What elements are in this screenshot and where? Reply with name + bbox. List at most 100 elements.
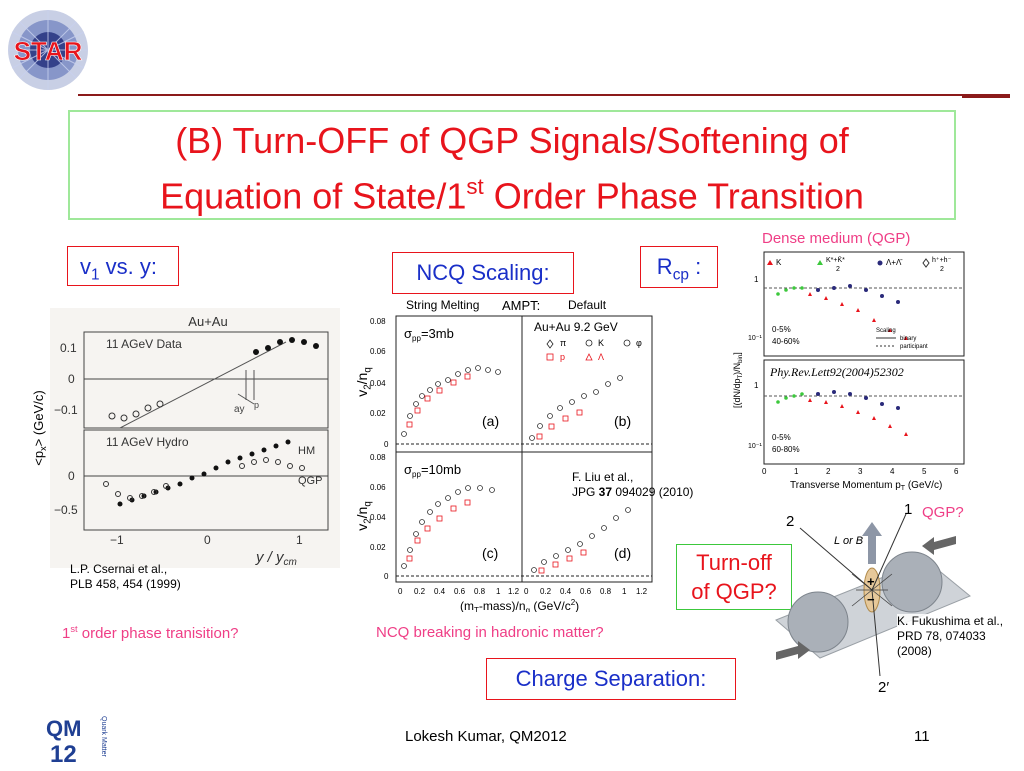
rcp-legend: K K*+K̄* 2 Λ+Λ̄ h⁺+h⁻ 2	[767, 256, 952, 273]
v1-annotation-2: p	[254, 400, 259, 410]
rcp-cent-bot-1: 0-5%	[772, 433, 791, 442]
cme-plus: +	[867, 574, 875, 589]
ncq-ytick-b4: 0	[384, 572, 389, 581]
rcp-xtick-3: 3	[858, 467, 863, 476]
ncq-ytick-b2: 0.04	[370, 513, 386, 522]
ncq-panel-d	[521, 451, 653, 583]
ncq-section-label: NCQ Scaling:	[392, 252, 574, 294]
v1-bottom-frame	[83, 429, 329, 531]
v1-top-title: Au+Au	[188, 314, 227, 329]
v1-ytick-top-1: 0	[68, 372, 75, 386]
footer-author: Lokesh Kumar, QM2012	[405, 728, 567, 745]
rcp-cent-top-1: 0-5%	[772, 325, 791, 334]
rcp-ytick-top-0: 1	[754, 275, 759, 284]
ncq-ytick-1: 0.06	[370, 347, 386, 356]
cme-reference: K. Fukushima et al., PRD 78, 074033 (200…	[897, 614, 1004, 659]
rcp-journal: Phy.Rev.Lett92(2004)52302	[769, 365, 904, 379]
v1-hydro-qgp	[103, 457, 305, 501]
v1-top-frame	[83, 331, 329, 429]
ncq-xtick-r3: 0.6	[580, 587, 592, 596]
rcp-scaling: Scaling	[876, 328, 896, 334]
rcp-cent-bot-2: 60-80%	[772, 445, 800, 454]
ncq-ytick-b3: 0.02	[370, 543, 386, 552]
rcp-xtick-1: 1	[794, 467, 799, 476]
ncq-xtick-r0: 0	[524, 587, 529, 596]
ncq-xtick-r5: 1	[622, 587, 627, 596]
ncq-panel-b	[521, 315, 653, 453]
ncq-panel-b-label: (b)	[614, 413, 631, 429]
v1-hydro-hm	[117, 439, 291, 507]
header-accent-line	[78, 94, 1010, 96]
cme-field-arrow	[862, 522, 882, 564]
v1-xtick-0: −1	[110, 533, 124, 547]
ncq-ytick-b1: 0.06	[370, 483, 386, 492]
ncq-legend-phi: φ	[636, 338, 642, 348]
rcp-xtick-0: 0	[762, 467, 767, 476]
turn-off-qgp-box: Turn-off of QGP?	[676, 544, 792, 610]
ncq-xtick-2: 0.4	[434, 587, 446, 596]
rcp-ytick-bottom-1: 10⁻¹	[748, 443, 762, 450]
ncq-xtick-r1: 0.2	[540, 587, 552, 596]
ncq-ytick-4: 0	[384, 440, 389, 449]
rcp-section-label: Rcp :	[640, 246, 718, 288]
ncq-header-right: Default	[568, 298, 607, 312]
ncq-legend-p: p	[560, 352, 565, 362]
cme-axis-1: 1	[904, 501, 912, 518]
rcp-scaling-binary: binary	[900, 336, 916, 342]
rcp-ylabel: [(dN/dpT)/Nbin]	[732, 352, 744, 408]
qm2012-logo: QM 12 Quark Matter	[40, 712, 110, 768]
ncq-sigma-b: σpp=10mb	[404, 462, 461, 479]
v1-plot: Au+Au 11 AGeV Data 11 AGeV Hydro 0.1 0 −…	[50, 308, 340, 568]
v1-qgp-label: QGP	[298, 475, 322, 487]
rcp-plot: [(dN/dpT)/Nbin] K K*+K̄* 2 Λ+Λ̄ h⁺+h⁻ 2 …	[732, 251, 965, 492]
charge-separation-label: Charge Separation:	[486, 658, 736, 700]
v1-data-open	[108, 400, 164, 422]
title-line-2: Equation of State/1st Order Phase Transi…	[160, 174, 864, 217]
cme-field-label: L or B	[834, 535, 863, 547]
v1-ytick-top-0: 0.1	[60, 341, 77, 355]
rcp-top-label: Dense medium (QGP)	[762, 230, 911, 247]
v1-top-label: 11 AGeV Data	[106, 337, 182, 351]
v1-xlabel: y / ycm	[255, 549, 297, 568]
ncq-ytick-0: 0.08	[370, 317, 386, 326]
v1-annotation: ay	[234, 404, 245, 415]
ncq-caption: NCQ breaking in hadronic matter?	[376, 624, 604, 641]
rcp-legend-0: K	[776, 258, 782, 267]
ncq-xtick-r2: 0.4	[560, 587, 572, 596]
rcp-bottom-frame	[763, 359, 965, 465]
star-logo: STAR	[2, 2, 98, 98]
ncq-ytick-b0: 0.08	[370, 453, 386, 462]
ncq-legend-k: K	[598, 338, 604, 348]
qm-logo-side: Quark Matter	[100, 716, 107, 758]
ncq-xtick-1: 0.2	[414, 587, 426, 596]
ncq-ytick-2: 0.04	[370, 379, 386, 388]
cme-nucleus-left	[787, 591, 849, 653]
v1-xtick-1: 0	[204, 533, 211, 547]
rcp-top-frame	[763, 251, 965, 357]
cme-nucleus-right	[881, 551, 943, 613]
rcp-legend-1-denom: 2	[836, 266, 840, 273]
ncq-legend-pi: π	[560, 338, 566, 348]
title-frame	[68, 110, 956, 220]
rcp-legend-3: h⁺+h⁻	[932, 257, 952, 264]
ncq-header-left: String Melting	[406, 298, 480, 312]
cme-axis-2prime: 2′	[878, 679, 889, 696]
ncq-sigma-a: σpp=3mb	[404, 326, 454, 343]
ncq-panel-d-label: (d)	[614, 545, 631, 561]
star-logo-text: STAR	[14, 36, 83, 66]
ncq-panel-c-label: (c)	[482, 545, 498, 561]
ncq-ytick-3: 0.02	[370, 409, 386, 418]
header-accent-line-short	[962, 94, 1010, 98]
v1-ylabel: <px> (GeV/c)	[31, 390, 49, 466]
page-number: 11	[914, 728, 930, 745]
v1-data-filled	[253, 337, 319, 355]
ncq-xtick-3: 0.6	[454, 587, 466, 596]
rcp-xtick-4: 4	[890, 467, 895, 476]
rcp-ytick-bottom-0: 1	[754, 381, 759, 390]
v1-section-label: v1 vs. y:	[67, 246, 179, 286]
v1-bottom-label: 11 AGeV Hydro	[106, 435, 189, 449]
rcp-xlabel: Transverse Momentum pT (GeV/c)	[790, 480, 942, 492]
qm-logo-line1: QM	[46, 716, 81, 741]
v1-ytick-top-2: −0.1	[54, 403, 78, 417]
cme-diagram: L or B 2 1 2′ + −	[775, 501, 971, 696]
